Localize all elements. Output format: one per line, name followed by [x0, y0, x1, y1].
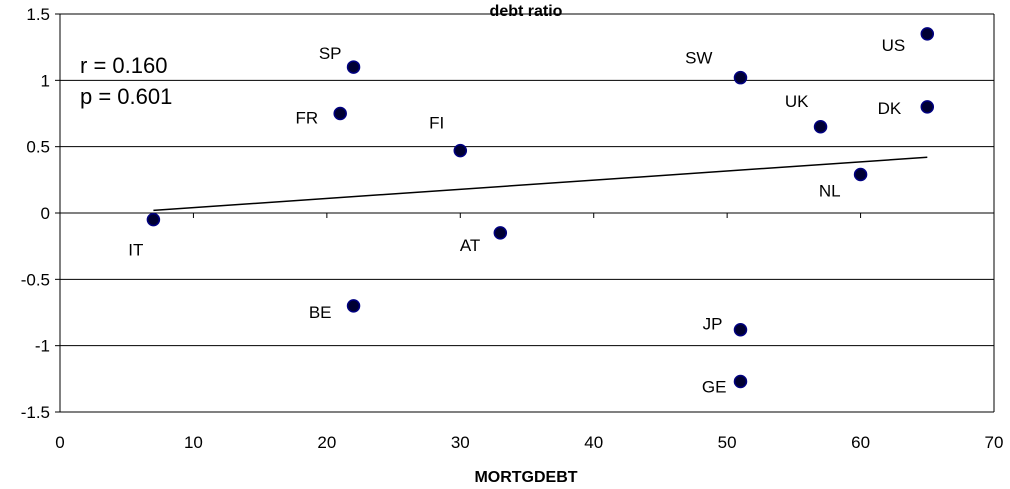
x-tick-label: 0 — [55, 433, 64, 452]
data-point-dk — [920, 100, 935, 114]
axes — [55, 13, 995, 413]
data-points — [146, 27, 935, 389]
chart-title: debt ratio — [490, 3, 563, 20]
x-tick-label: 50 — [718, 433, 737, 452]
data-point-sw — [733, 70, 748, 85]
tick-labels: 1.5 1 0.5 0 -0.5 -1 -1.5 0 10 20 30 40 50 60 70 — [21, 5, 1004, 452]
data-point-fr — [333, 106, 347, 121]
point-label-it: IT — [128, 241, 143, 260]
point-label-fi: FI — [429, 114, 444, 133]
point-label-nl: NL — [819, 182, 841, 201]
y-tick-label: -1 — [35, 337, 50, 356]
point-label-sw: SW — [685, 49, 712, 68]
point-label-sp: SP — [319, 44, 342, 63]
x-tick-label: 10 — [184, 433, 203, 452]
y-tick-label: 1.5 — [26, 5, 50, 24]
data-point-ge — [733, 374, 748, 389]
point-label-jp: JP — [703, 315, 723, 334]
p-value-annotation: p = 0.601 — [80, 84, 172, 109]
point-label-be: BE — [309, 303, 332, 322]
data-point-fi — [453, 143, 468, 158]
y-tick-label: -0.5 — [21, 270, 50, 289]
data-point-uk — [813, 120, 828, 134]
y-tick-label: 1 — [41, 71, 50, 90]
x-tick-label: 70 — [985, 433, 1004, 452]
point-label-at: AT — [460, 236, 480, 255]
point-label-dk: DK — [878, 99, 902, 118]
data-point-jp — [733, 322, 748, 337]
data-point-sp — [346, 60, 361, 74]
trendline-group — [153, 156, 928, 212]
data-point-nl — [853, 167, 868, 182]
y-tick-label: -1.5 — [21, 403, 50, 422]
data-point-us — [920, 27, 935, 41]
point-label-fr: FR — [296, 109, 319, 128]
data-point-be — [346, 299, 361, 313]
y-tick-label: 0 — [41, 204, 50, 223]
point-label-uk: UK — [785, 92, 809, 111]
x-tick-label: 40 — [584, 433, 603, 452]
trendline — [153, 156, 928, 212]
x-tick-label: 30 — [451, 433, 470, 452]
y-tick-label: 0.5 — [26, 138, 50, 157]
x-tick-label: 20 — [317, 433, 336, 452]
data-point-at — [493, 226, 508, 240]
correlation-r-annotation: r = 0.160 — [80, 53, 167, 78]
data-point-it — [146, 212, 161, 227]
x-axis-title: MORTGDEBT — [474, 469, 577, 486]
point-labels: IT SP FR FI AT BE SW JP GE UK NL US DK — [128, 36, 905, 397]
grid-lines — [60, 13, 994, 413]
point-label-ge: GE — [702, 377, 727, 396]
x-tick-label: 60 — [851, 433, 870, 452]
point-label-us: US — [882, 36, 906, 55]
